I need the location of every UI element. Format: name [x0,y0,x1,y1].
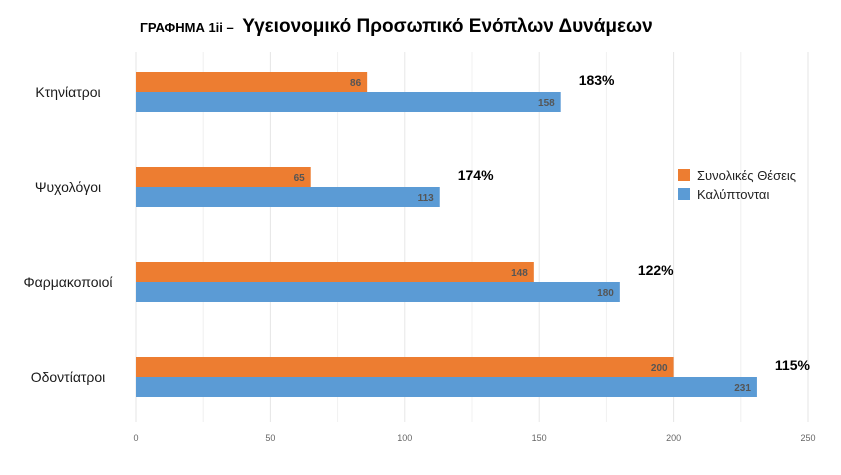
bar-covered [136,282,620,302]
bar-covered [136,377,757,397]
x-tick-label: 150 [532,433,547,443]
x-tick-label: 50 [265,433,275,443]
legend-swatch [678,169,690,181]
bar-value-label: 148 [511,268,528,279]
legend: Συνολικές Θέσεις Καλύπτονται [678,168,796,202]
legend-label: Καλύπτονται [697,187,769,202]
category-label: Οδοντίατροι [31,369,106,385]
bars: 86 158 183% 65 113 174% 148 180 122% 200 231 115% [136,72,811,397]
bar-value-label: 65 [294,173,306,184]
x-tick-label: 0 [133,433,138,443]
bar-total-positions [136,167,311,187]
chart-title: ΓΡΑΦΗΜΑ 1ii – Υγειονομικό Προσωπικό Ενόπ… [140,16,653,37]
chart-title-main: Υγειονομικό Προσωπικό Ενόπλων Δυνάμεων [242,16,652,37]
legend-swatch [678,188,690,200]
percentage-annotation: 115% [775,357,811,373]
bar-covered [136,187,440,207]
category-label: Ψυχολόγοι [35,179,101,195]
bar-total-positions [136,357,674,377]
percentage-annotation: 174% [458,167,494,183]
bar-value-label: 158 [538,98,555,109]
category-labels: Κτηνίατροι Ψυχολόγοι Φαρμακοποιοί Οδοντίατρ… [23,84,112,385]
bar-total-positions [136,72,368,92]
category-label: Φαρμακοποιοί [23,274,112,290]
x-tick-label: 250 [800,433,815,443]
bar-value-label: 231 [734,383,751,394]
x-tick-label: 200 [666,433,681,443]
bar-value-label: 113 [418,193,435,204]
category-label: Κτηνίατροι [35,84,100,100]
bar-total-positions [136,262,534,282]
x-tick-label: 100 [397,433,412,443]
percentage-annotation: 183% [579,72,615,88]
bar-value-label: 86 [350,78,362,89]
x-axis-ticks: 0 50 100 150 200 250 [133,433,815,443]
chart-title-prefix: ΓΡΑΦΗΜΑ 1ii – [140,20,234,35]
bar-covered [136,92,561,112]
bar-value-label: 180 [597,288,614,299]
percentage-annotation: 122% [638,262,674,278]
legend-label: Συνολικές Θέσεις [697,168,796,183]
bar-value-label: 200 [651,363,668,374]
